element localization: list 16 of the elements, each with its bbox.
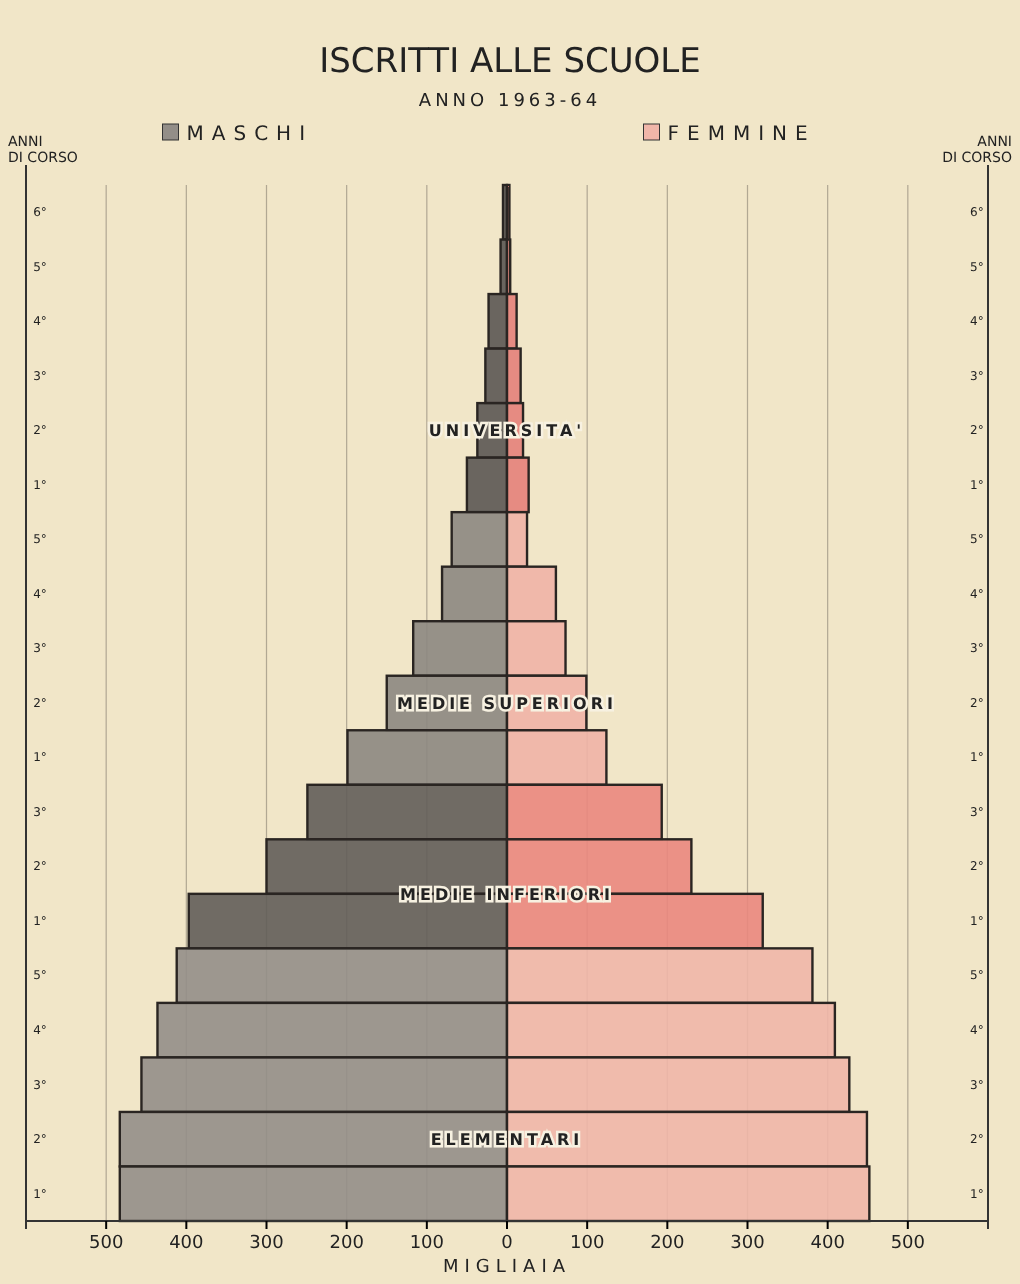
x-tick-label: 100	[409, 1233, 445, 1254]
x-tick-label: 200	[329, 1233, 365, 1254]
x-axis-title: MIGLIAIA	[442, 1258, 572, 1278]
chart-title: ISCRITTI ALLE SCUOLE	[319, 42, 701, 82]
x-tick-label: 500	[88, 1233, 124, 1254]
x-tick-label: 100	[569, 1233, 605, 1254]
x-tick-label: 300	[249, 1233, 285, 1254]
x-tick-label: 0	[501, 1233, 514, 1254]
x-tick-label: 300	[730, 1233, 766, 1254]
chart-subtitle: ANNO 1963-64	[418, 92, 602, 112]
legend-label: FEMMINE	[667, 124, 816, 146]
x-tick-label: 500	[890, 1233, 926, 1254]
x-tick-label: 200	[650, 1233, 686, 1254]
x-tick-label: 400	[169, 1233, 205, 1254]
legend-label: MASCHI	[186, 124, 314, 146]
x-tick-label: 400	[810, 1233, 846, 1254]
